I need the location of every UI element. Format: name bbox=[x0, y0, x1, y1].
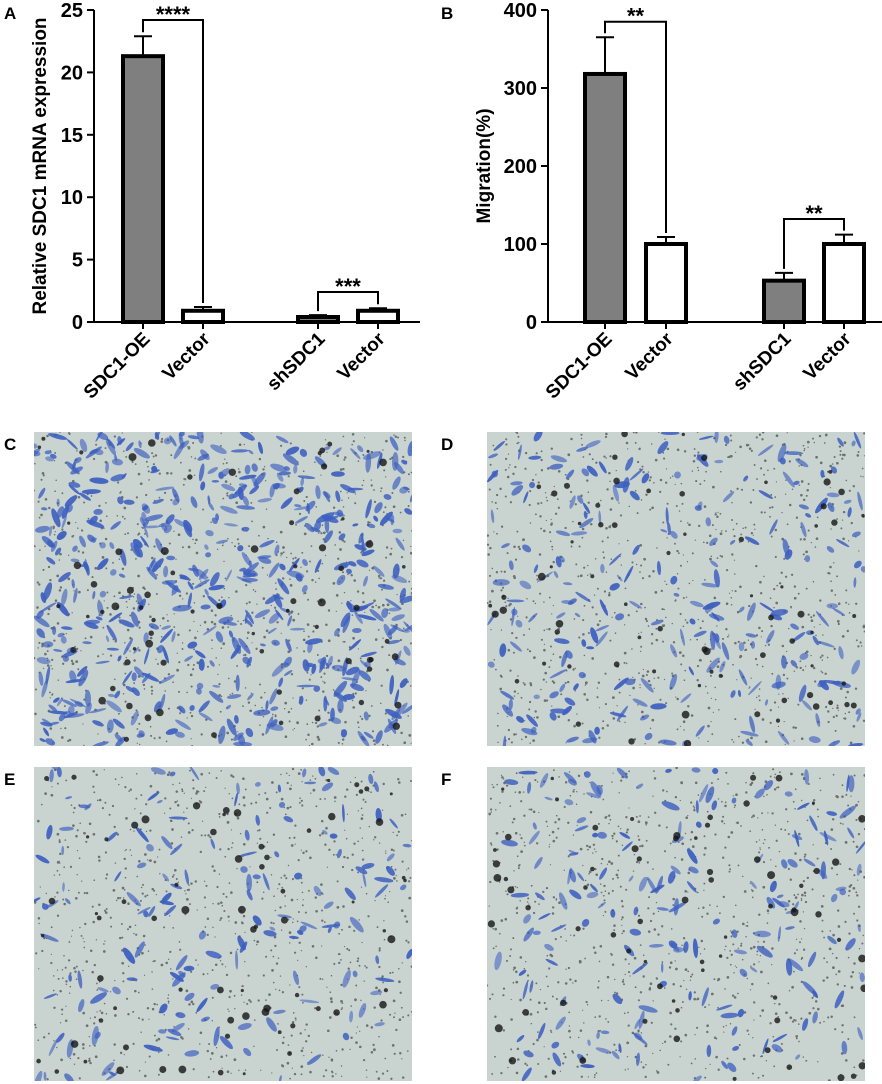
micrograph-image bbox=[487, 767, 865, 1081]
nuclei-layer bbox=[37, 436, 406, 742]
nuclei-layer bbox=[487, 774, 865, 1081]
category-label: shSDC1 bbox=[729, 328, 796, 395]
micrograph-f bbox=[487, 767, 865, 1081]
category-label: Vector bbox=[622, 328, 678, 384]
panel-label-b: B bbox=[441, 4, 454, 23]
bar bbox=[644, 242, 688, 324]
nuclei-layer bbox=[488, 432, 865, 746]
panel-label-a: A bbox=[4, 4, 17, 23]
nuclei-layer bbox=[36, 774, 407, 1076]
category-label: Vector bbox=[800, 328, 856, 384]
significance-label: ** bbox=[627, 4, 645, 29]
y-tick-label: 400 bbox=[504, 0, 537, 22]
micrograph-e bbox=[34, 767, 412, 1081]
y-tick-label: 0 bbox=[526, 312, 537, 334]
significance-label: ** bbox=[805, 201, 823, 226]
significance-label: *** bbox=[335, 274, 361, 299]
y-tick-label: 100 bbox=[504, 234, 537, 256]
category-label: shSDC1 bbox=[263, 328, 330, 395]
cell-layer bbox=[34, 767, 412, 1081]
category-label: Vector bbox=[159, 328, 215, 384]
micrograph-image bbox=[487, 432, 865, 746]
significance-label: **** bbox=[156, 2, 191, 27]
significance-bracket bbox=[142, 18, 204, 304]
y-tick-label: 10 bbox=[61, 187, 83, 209]
y-tick-label: 300 bbox=[504, 78, 537, 100]
membrane-background bbox=[487, 767, 865, 1081]
cell-layer bbox=[494, 767, 865, 1081]
y-tick-label: 200 bbox=[504, 156, 537, 178]
membrane-background bbox=[487, 432, 865, 746]
panel-label-f: F bbox=[441, 770, 452, 789]
y-tick-label: 20 bbox=[61, 62, 83, 84]
significance-bracket bbox=[317, 291, 379, 312]
y-axis-label: Relative SDC1 mRNA expression bbox=[30, 17, 51, 314]
y-tick-label: 15 bbox=[61, 125, 83, 147]
y-tick-label: 5 bbox=[72, 250, 83, 272]
category-label: SDC1-OE bbox=[542, 329, 617, 404]
panel-label-c: C bbox=[4, 435, 17, 454]
bar bbox=[181, 308, 225, 325]
significance-bracket bbox=[783, 218, 845, 269]
micrograph-d bbox=[487, 432, 865, 746]
bar bbox=[356, 308, 400, 325]
category-label: Vector bbox=[334, 328, 390, 384]
pore-layer bbox=[34, 767, 412, 1081]
micrograph-c bbox=[34, 432, 412, 746]
bar bbox=[121, 54, 165, 325]
significance-bracket bbox=[604, 20, 667, 233]
bar bbox=[762, 278, 806, 325]
bar bbox=[822, 242, 866, 324]
category-label: SDC1-OE bbox=[80, 329, 155, 404]
y-tick-label: 0 bbox=[72, 312, 83, 334]
panel-label-e: E bbox=[4, 770, 16, 789]
micrograph-image bbox=[34, 767, 412, 1081]
pore-layer bbox=[487, 767, 865, 1081]
micrograph-image bbox=[34, 432, 412, 746]
y-axis-label: Migration(%) bbox=[474, 108, 495, 223]
chart-sdc1-expression: 0 5 10 15 20 25 Relative SDC1 mRNA expression S… bbox=[30, 0, 420, 404]
bar bbox=[583, 71, 627, 324]
y-tick-label: 25 bbox=[61, 0, 83, 22]
cell-layer bbox=[487, 432, 865, 746]
bar bbox=[296, 315, 340, 324]
panel-label-d: D bbox=[441, 435, 454, 454]
